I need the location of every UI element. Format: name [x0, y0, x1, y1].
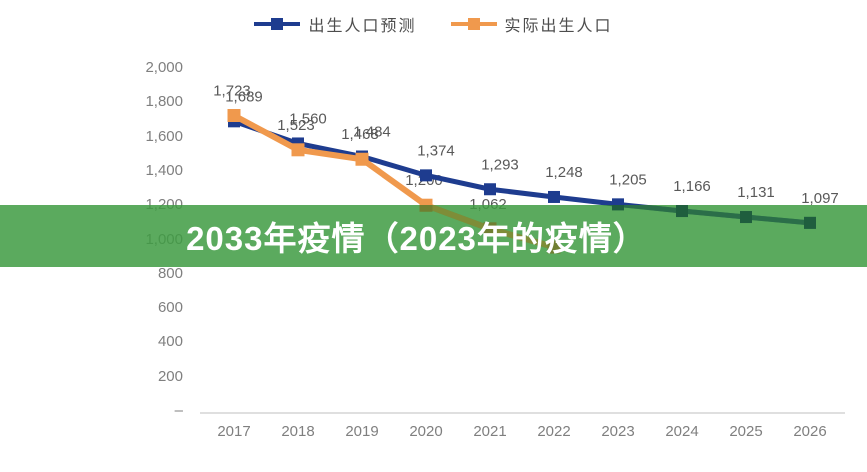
- actual-marker: [483, 222, 497, 236]
- forecast-marker: [740, 211, 752, 224]
- data-label: 1,293: [481, 156, 519, 173]
- forecast-marker: [612, 198, 624, 211]
- data-label: 1,097: [801, 190, 839, 207]
- y-axis-label: 1,000: [145, 230, 183, 248]
- y-axis-label: 2,000: [145, 59, 183, 76]
- x-axis-label: 2020: [409, 423, 443, 440]
- x-axis-label: 2024: [665, 423, 699, 440]
- x-axis-label: 2017: [217, 423, 251, 440]
- legend-item-forecast: 出生人口预测: [254, 12, 416, 36]
- forecast-line: [233, 118, 811, 226]
- data-label: 1,205: [609, 171, 647, 188]
- forecast-marker: [612, 205, 624, 211]
- actual-legend-marker-icon: [450, 18, 497, 30]
- forecast-marker: [228, 115, 240, 128]
- y-axis-label: 1,400: [145, 161, 183, 179]
- x-axis-label: 2022: [537, 423, 571, 440]
- forecast-marker: [292, 137, 304, 149]
- forecast-marker: [804, 216, 816, 229]
- forecast-marker: [676, 205, 688, 218]
- actual-marker: [547, 240, 561, 254]
- legend-item-actual: 实际出生人口: [450, 12, 613, 36]
- data-label: 1,248: [545, 164, 583, 181]
- actual-line: [420, 205, 555, 250]
- data-label: 1,560: [289, 110, 327, 127]
- actual-line: [232, 112, 555, 250]
- x-axis-label: 2025: [729, 423, 763, 440]
- forecast-marker: [484, 183, 496, 195]
- data-label: 1,166: [673, 178, 711, 195]
- x-axis-label: 2023: [601, 423, 635, 440]
- forecast-legend-marker-icon: [254, 18, 301, 30]
- legend: 出生人口预测 实际出生人口: [0, 10, 867, 38]
- forecast-marker: [228, 115, 240, 127]
- data-label: 1,523: [277, 117, 315, 134]
- y-axis-label: 600: [157, 299, 183, 317]
- data-label: 1,468: [341, 126, 379, 143]
- data-label: 1,689: [225, 88, 263, 105]
- y-axis-label: 1,200: [145, 196, 183, 214]
- actual-marker: [355, 152, 369, 166]
- actual-marker: [227, 109, 241, 123]
- actual-marker: [483, 222, 497, 236]
- forecast-marker: [548, 190, 560, 203]
- y-axis-label: 200: [157, 367, 183, 385]
- forecast-marker: [484, 183, 496, 196]
- forecast-legend-label: 出生人口预测: [308, 18, 417, 35]
- actual-marker: [292, 143, 305, 156]
- actual-marker: [356, 153, 369, 166]
- forecast-marker: [420, 169, 432, 182]
- data-label: 1,723: [213, 83, 251, 100]
- y-axis-label: 800: [157, 264, 183, 282]
- data-label: 1,062: [469, 196, 507, 213]
- x-axis-label: 2021: [473, 423, 507, 440]
- y-axis-label: 400: [157, 333, 183, 351]
- x-axis-label: 2019: [345, 423, 379, 440]
- forecast-marker: [740, 211, 752, 224]
- data-label: 1,484: [353, 123, 391, 140]
- forecast-marker: [356, 150, 368, 162]
- forecast-marker: [548, 191, 560, 203]
- forecast-marker: [292, 137, 304, 150]
- y-axis-label: 1,600: [145, 127, 183, 145]
- data-label: 1,131: [737, 184, 775, 201]
- forecast-marker: [420, 169, 432, 181]
- forecast-marker: [804, 216, 816, 229]
- data-label: 1,200: [405, 172, 443, 189]
- x-axis-label: 2018: [281, 423, 315, 440]
- forecast-line: [601, 205, 811, 226]
- data-label: 1,374: [417, 142, 455, 159]
- forecast-marker: [356, 150, 368, 163]
- watermark-text: 2033年疫情（2023年的疫情）: [186, 220, 647, 257]
- actual-marker: [419, 198, 433, 212]
- actual-marker: [419, 205, 433, 212]
- y-axis-label: –: [174, 402, 183, 419]
- actual-marker: [547, 240, 561, 254]
- forecast-marker: [676, 205, 688, 218]
- y-axis-label: 1,800: [145, 93, 183, 111]
- x-axis-label: 2026: [793, 423, 827, 440]
- actual-legend-label: 实际出生人口: [504, 18, 613, 35]
- actual-marker: [228, 109, 241, 122]
- actual-marker: [291, 143, 305, 157]
